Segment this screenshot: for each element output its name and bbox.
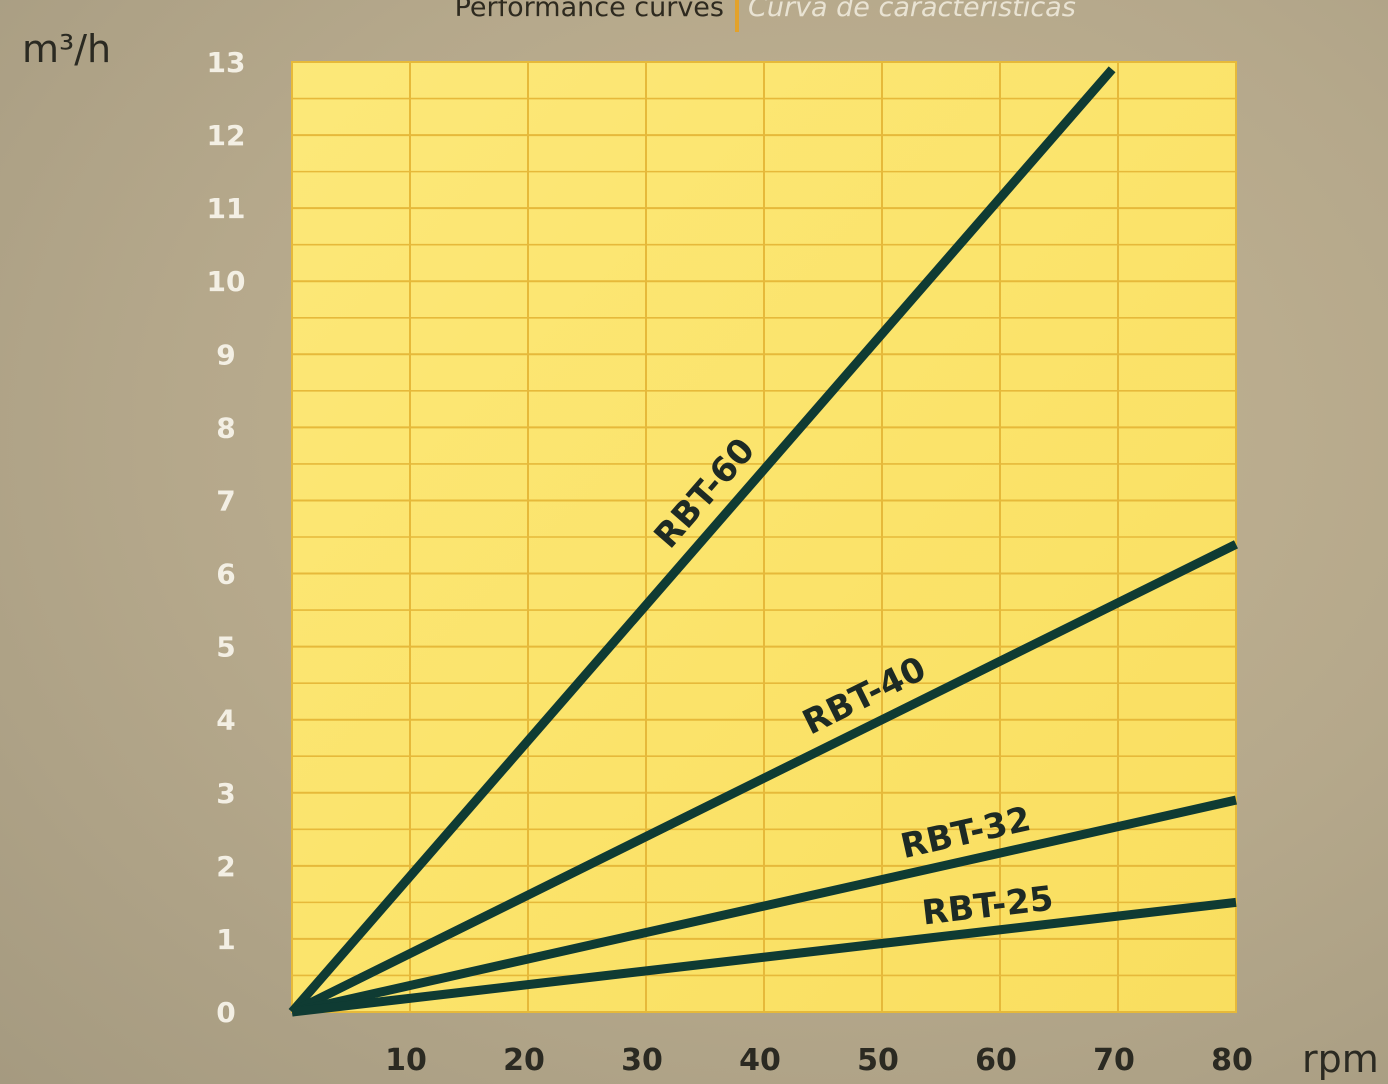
y-tick-label: 9: [216, 338, 235, 371]
series-line-rbt-25: [291, 897, 1237, 1017]
chart-title-english: Performance curves: [455, 0, 724, 23]
y-tick-label: 11: [207, 192, 246, 225]
series-lines: [288, 66, 1238, 1017]
y-tick-label: 3: [216, 777, 235, 810]
x-tick-label: 30: [621, 1043, 663, 1078]
x-axis-ticks: 10 20 30 40 50 60 70 80: [385, 1043, 1253, 1078]
y-tick-label: 1: [216, 923, 235, 956]
y-tick-label: 8: [216, 411, 235, 444]
y-tick-label: 2: [216, 850, 235, 883]
series-line-rbt-32: [291, 795, 1237, 1017]
title-divider: [735, 0, 739, 32]
x-tick-label: 70: [1093, 1043, 1135, 1078]
chart-title-spanish: Curva de características: [748, 0, 1076, 23]
y-tick-label: 0: [216, 996, 235, 1029]
y-tick-label: 4: [216, 704, 235, 737]
y-tick-label: 5: [216, 631, 235, 664]
series-line-rbt-60: [288, 66, 1116, 1015]
grid-lines: [291, 61, 1237, 1013]
y-tick-label: 12: [207, 119, 246, 152]
y-tick-label: 7: [216, 484, 235, 517]
series-line-rbt-40: [290, 540, 1238, 1017]
plot-border: [291, 61, 1237, 1013]
x-tick-label: 60: [975, 1043, 1017, 1078]
x-tick-label: 40: [739, 1043, 781, 1078]
chart-title: Performance curves Curva de característi…: [455, 0, 1076, 32]
y-tick-label: 13: [207, 46, 246, 79]
x-axis-label: rpm: [1302, 1037, 1379, 1081]
y-tick-label: 6: [216, 558, 235, 591]
x-tick-label: 20: [503, 1043, 545, 1078]
y-axis-label: m³/h: [22, 27, 111, 71]
x-tick-label: 10: [385, 1043, 427, 1078]
x-tick-label: 50: [857, 1043, 899, 1078]
y-tick-label: 10: [207, 265, 246, 298]
x-tick-label: 80: [1211, 1043, 1253, 1078]
